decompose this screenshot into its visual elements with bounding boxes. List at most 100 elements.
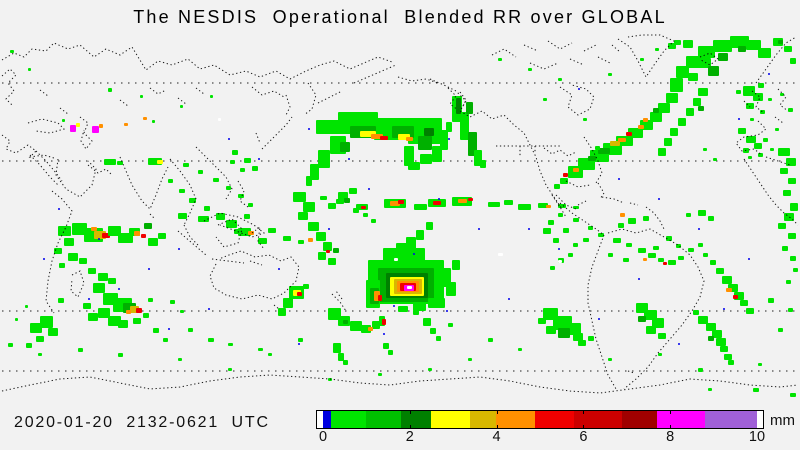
precip-cell [143, 117, 147, 120]
colorbar-segment [470, 411, 496, 428]
precip-cell [216, 213, 225, 220]
coastline-arctic-russia [1, 42, 393, 80]
precip-cell [118, 320, 128, 328]
colorbar-tick-labels: 0 2 4 6 8 10 [316, 429, 765, 447]
precip-cell [498, 58, 502, 61]
coastlines [1, 34, 799, 394]
precip-cell [743, 86, 755, 96]
precip-cell [640, 58, 644, 61]
coastline-antarctica [1, 374, 799, 394]
precip-cell [558, 248, 560, 250]
precip-cell [658, 198, 660, 200]
precip-cell [448, 138, 450, 140]
precip-cell [688, 248, 694, 252]
precip-cell [488, 338, 493, 342]
precip-cell [668, 260, 676, 265]
precip-cell [424, 128, 434, 136]
precip-cell [613, 238, 621, 243]
precip-cell [383, 343, 389, 349]
precip-cell [588, 156, 596, 161]
precip-cell [418, 136, 432, 150]
colorbar-segment [366, 411, 401, 428]
precip-cell [163, 338, 168, 342]
precip-cell [188, 328, 193, 332]
precip-cell [638, 316, 646, 322]
precip-cell [718, 53, 728, 61]
coastline-okhotsk-kamchatka [251, 82, 343, 116]
precip-cell [504, 200, 513, 205]
precip-cell [698, 243, 703, 247]
precip-cell [478, 228, 480, 230]
precip-cell [528, 68, 532, 71]
precip-cell [498, 253, 503, 256]
coastline-arctic-canada [491, 40, 621, 70]
colorbar-segment [705, 411, 757, 428]
precip-cell [308, 128, 310, 130]
precip-cell [746, 40, 761, 50]
colorbar-tick [496, 411, 498, 414]
precip-cell [652, 318, 664, 328]
precip-cell [548, 220, 554, 225]
precip-cell [628, 218, 636, 224]
precip-cell [558, 260, 562, 263]
precip-cell [40, 316, 53, 328]
precip-cell [655, 48, 659, 51]
precip-cell [578, 88, 580, 90]
precip-cell [152, 120, 155, 123]
precip-cell [560, 178, 568, 184]
precip-cell [563, 173, 568, 177]
precip-cell [708, 216, 714, 221]
precip-cell [753, 93, 763, 101]
precip-cell [91, 227, 97, 231]
precip-cell [598, 233, 604, 237]
precip-cell [258, 158, 260, 160]
precip-cell [710, 260, 716, 265]
coastline-india [119, 156, 169, 219]
precip-cell [788, 308, 793, 312]
colorbar-tick [409, 411, 411, 414]
precip-cell [758, 363, 762, 366]
precip-cell [738, 128, 746, 134]
precip-cell [558, 204, 566, 208]
precip-cell [323, 242, 332, 251]
precip-cell [768, 73, 770, 75]
precip-cell [143, 313, 149, 318]
precip-cell [518, 204, 531, 210]
precip-cell [98, 308, 110, 318]
precip-cell [546, 205, 551, 208]
precip-cell [333, 248, 339, 253]
coastline-black-sea [27, 118, 65, 134]
coastline-indonesia [177, 218, 265, 266]
timestamp: 2020-01-20 2132-0621 UTC [14, 414, 270, 431]
precip-cell [404, 146, 414, 166]
precip-cell [683, 40, 693, 48]
coastline-us-east-gulf-caribbean [555, 136, 665, 230]
precip-cell [99, 124, 103, 128]
precip-cell [428, 368, 432, 371]
precip-cell [754, 143, 762, 149]
precip-cell [588, 226, 593, 230]
precip-cell [436, 336, 441, 341]
precip-cell [333, 343, 341, 353]
precip-cell [782, 246, 788, 251]
precip-cell [124, 123, 128, 126]
precip-cell [740, 300, 748, 306]
precip-cell [643, 216, 649, 221]
precip-cell [775, 128, 779, 131]
precip-cell [488, 202, 500, 207]
precip-cell [338, 353, 344, 361]
precip-cell [278, 268, 280, 270]
precip-cell [788, 108, 793, 112]
precip-cell [786, 280, 791, 284]
precip-cell [736, 90, 741, 94]
coastline-madagascar [70, 270, 85, 298]
precip-cell [406, 237, 416, 249]
precip-cell [790, 256, 796, 261]
coastline-hudson-bay [559, 84, 595, 116]
precip-cell [598, 148, 610, 154]
precipitation-layer [8, 36, 798, 397]
precip-cell [133, 318, 141, 324]
precip-cell [25, 305, 28, 308]
precip-cell [678, 256, 684, 260]
colorbar-tick [496, 425, 498, 428]
